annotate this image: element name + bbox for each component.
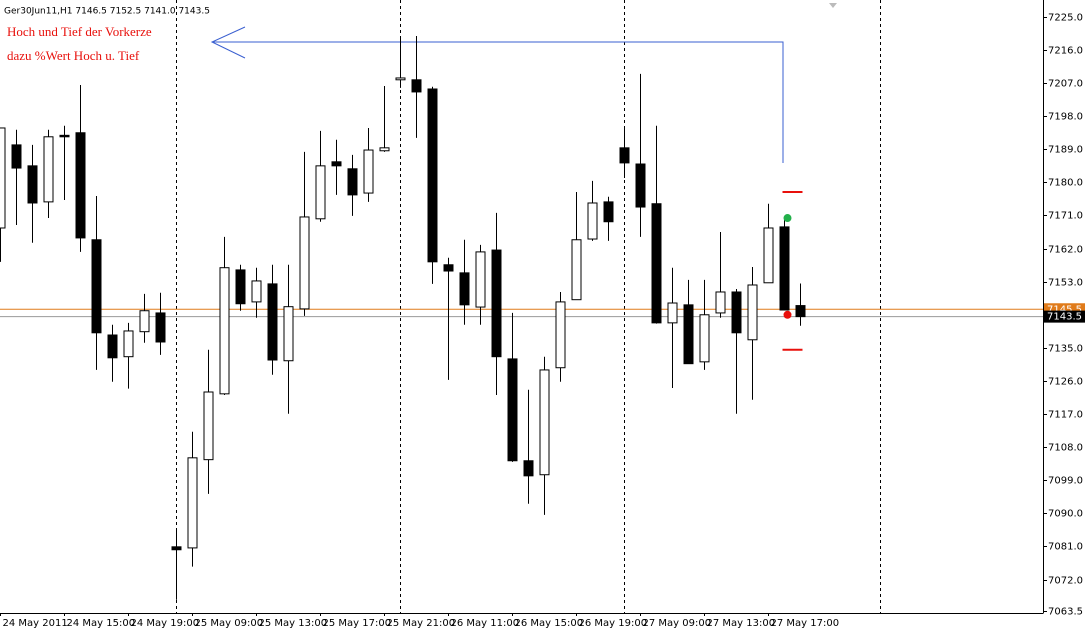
candle-body xyxy=(299,216,310,310)
candle-body xyxy=(267,283,278,361)
candle-body xyxy=(171,546,182,551)
candle-body xyxy=(251,280,262,303)
candle-body xyxy=(155,312,166,343)
candle-body xyxy=(667,302,678,324)
y-tick-label: 7171.0 xyxy=(1048,211,1083,222)
candle-body xyxy=(715,291,726,314)
y-tick-label: 7198.0 xyxy=(1048,112,1083,123)
candle-body xyxy=(91,239,102,334)
candle-body xyxy=(331,161,342,167)
candle-body xyxy=(475,251,486,308)
candle-body xyxy=(571,239,582,301)
y-tick-label: 7189.0 xyxy=(1048,145,1083,156)
candle-body xyxy=(203,391,214,461)
x-tick-label: 25 May 21:00 xyxy=(387,618,456,629)
y-tick-label: 7117.0 xyxy=(1048,410,1083,421)
candle-body xyxy=(347,168,358,196)
bid-label: 7143.5 xyxy=(1047,312,1082,323)
candle-body xyxy=(0,127,6,229)
y-tick-label: 7108.0 xyxy=(1048,443,1083,454)
x-tick-label: 25 May 13:00 xyxy=(259,618,328,629)
bid-box xyxy=(1044,310,1085,323)
y-tick-label: 7090.0 xyxy=(1048,509,1083,520)
candle-body xyxy=(219,267,230,395)
candle-body xyxy=(523,460,534,477)
candle-body xyxy=(379,147,390,152)
x-tick-label: 24 May 15:00 xyxy=(67,618,136,629)
candle-body xyxy=(27,165,38,204)
candle-body xyxy=(123,330,134,358)
candle-body xyxy=(315,165,326,220)
y-tick-label: 7207.0 xyxy=(1048,79,1083,90)
candle-body xyxy=(539,369,550,476)
candle-body xyxy=(43,136,54,203)
candle-body xyxy=(411,79,422,93)
candle-body xyxy=(427,88,438,263)
candle-body xyxy=(635,163,646,208)
shift-marker xyxy=(829,3,837,8)
y-tick-label: 7126.0 xyxy=(1048,377,1083,388)
arrow-head xyxy=(210,26,246,59)
candle-body xyxy=(11,144,22,169)
y-tick-label: 7135.0 xyxy=(1048,344,1083,355)
candle-body xyxy=(59,134,70,138)
candle-body xyxy=(459,272,470,306)
chart-title: Ger30Jun11,H1 7146.5 7152.5 7141.0 7143.… xyxy=(4,7,210,17)
y-tick-label: 7063.5 xyxy=(1048,607,1083,618)
x-tick-label: 25 May 17:00 xyxy=(323,618,392,629)
y-tick-label: 7153.0 xyxy=(1048,278,1083,289)
candle-body xyxy=(763,227,774,284)
x-tick-label: 26 May 15:00 xyxy=(515,618,584,629)
y-tick-label: 7081.0 xyxy=(1048,542,1083,553)
ask-label: 7145.5 xyxy=(1047,304,1082,315)
candle-body xyxy=(395,77,406,81)
candle-body xyxy=(603,201,614,223)
candle-body xyxy=(235,269,246,305)
candle-body xyxy=(731,291,742,334)
annotation: Hoch und Tief der Vorkerze xyxy=(7,24,152,39)
candle-body xyxy=(491,249,502,358)
y-tick-label: 7072.0 xyxy=(1048,576,1083,587)
candle-body xyxy=(187,457,198,549)
candle-body xyxy=(107,334,118,359)
x-tick-label: 27 May 17:00 xyxy=(771,618,840,629)
y-tick-label: 7099.0 xyxy=(1048,476,1083,487)
candle-body xyxy=(795,305,806,318)
candle-body xyxy=(699,314,710,363)
candle-body xyxy=(363,149,374,194)
candle-body xyxy=(619,147,630,164)
y-tick-label: 7162.0 xyxy=(1048,245,1083,256)
y-tick-label: 7180.0 xyxy=(1048,178,1083,189)
indicator-dot xyxy=(783,310,792,319)
candle-body xyxy=(507,358,518,462)
candle-body xyxy=(555,301,566,369)
candle-body xyxy=(75,132,86,239)
annotation: dazu %Wert Hoch u. Tief xyxy=(7,48,140,63)
candle-body xyxy=(747,284,758,341)
y-tick-label: 7216.0 xyxy=(1048,46,1083,57)
x-tick-label: 26 May 19:00 xyxy=(579,618,648,629)
candle-body xyxy=(779,226,790,311)
x-tick-label: 26 May 11:00 xyxy=(451,618,520,629)
candle-body xyxy=(587,202,598,240)
y-tick-label: 7225.0 xyxy=(1048,13,1083,24)
x-tick-label: 24 May 2011 xyxy=(3,618,68,629)
x-tick-label: 27 May 13:00 xyxy=(707,618,776,629)
candle-body xyxy=(683,304,694,365)
candle-body xyxy=(651,203,662,324)
candle-body xyxy=(283,306,294,362)
indicator-dot xyxy=(783,214,792,223)
separators xyxy=(176,0,881,613)
annotation-arrow xyxy=(212,41,784,163)
x-tick-label: 24 May 19:00 xyxy=(131,618,200,629)
x-tick-label: 27 May 09:00 xyxy=(643,618,712,629)
candle-body xyxy=(443,264,454,272)
x-tick-label: 25 May 09:00 xyxy=(195,618,264,629)
candle-body xyxy=(139,310,150,333)
